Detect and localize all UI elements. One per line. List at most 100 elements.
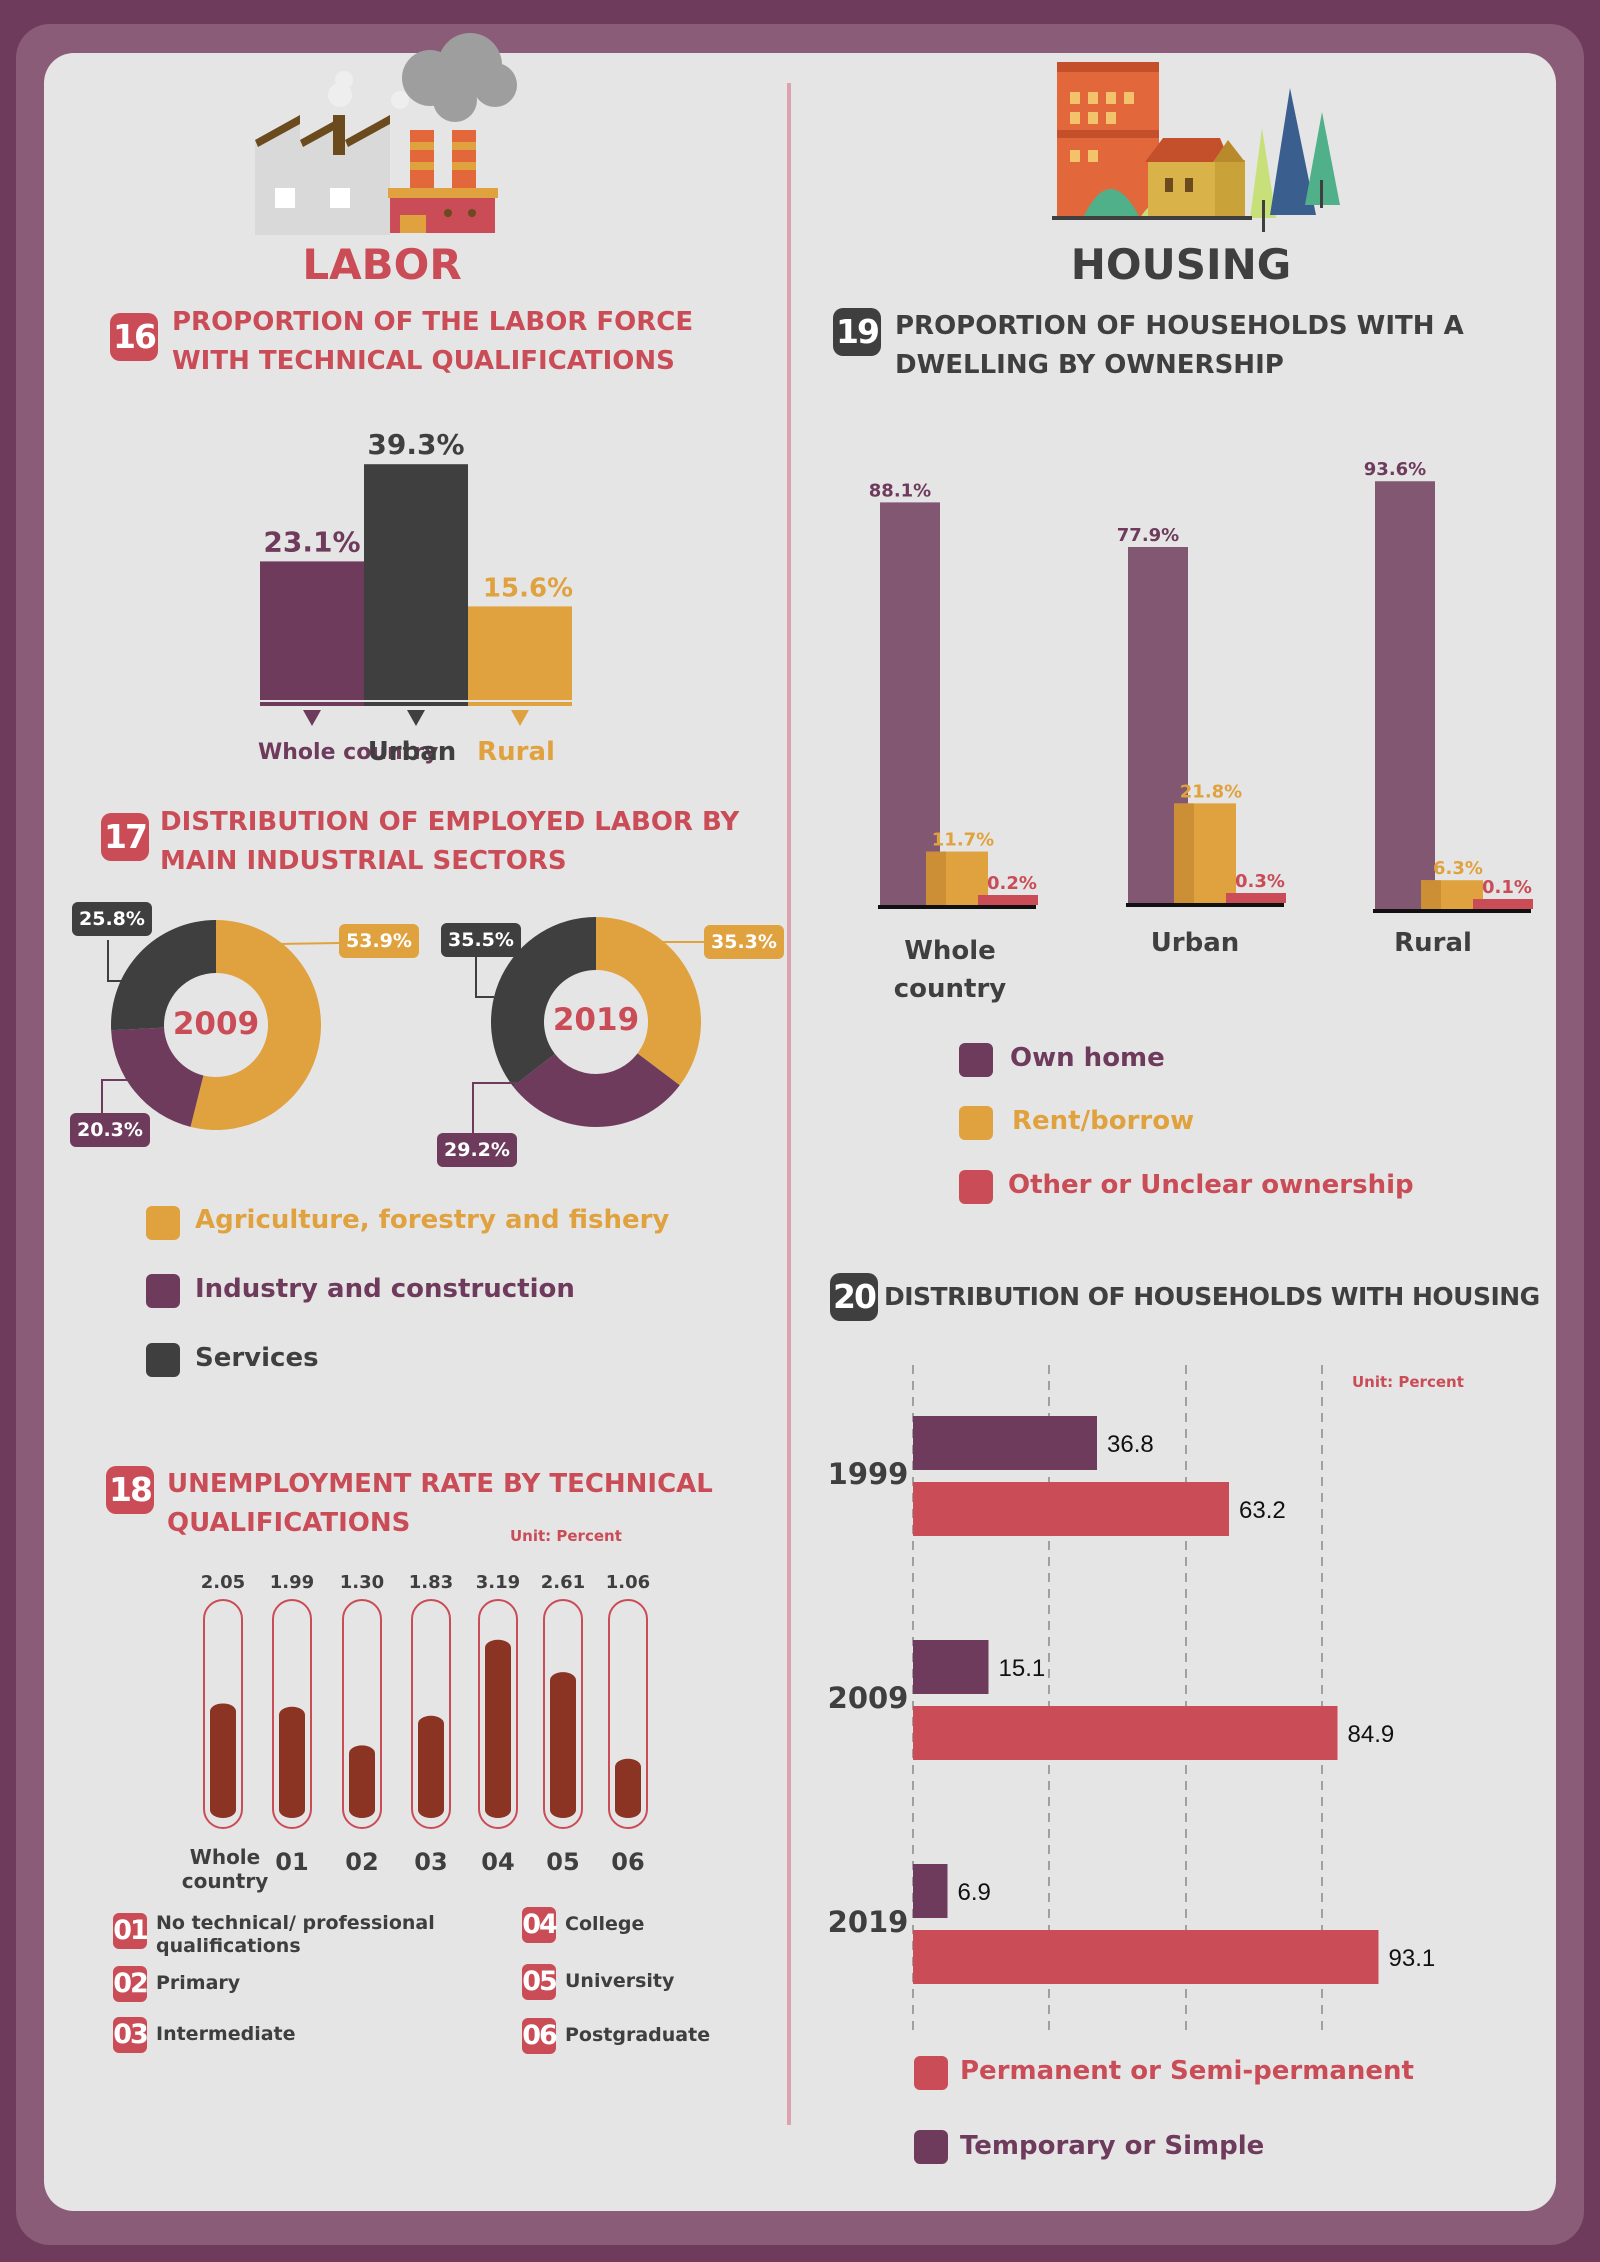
code-badge: 01 [113, 1913, 149, 1949]
tube-outline [478, 1599, 518, 1829]
data-label: 6.3% [1433, 858, 1483, 879]
section-number-badge: 18 [106, 1466, 154, 1514]
bar [364, 464, 468, 700]
section-number-badge: 20 [830, 1273, 878, 1321]
tube-outline [272, 1599, 312, 1829]
data-label: 1.30 [340, 1572, 384, 1593]
bar-shade [1174, 803, 1194, 903]
tube-outline [543, 1599, 583, 1829]
tube-outline [203, 1599, 243, 1829]
section-title-line: QUALIFICATIONS [167, 1508, 411, 1538]
tube-category-label: 02 [345, 1848, 378, 1876]
leader-line [107, 940, 122, 982]
section-number-badge: 16 [110, 313, 158, 361]
pointer-triangle [407, 710, 425, 726]
donut-callout: 35.3% [704, 925, 784, 959]
unit-label: Unit: Percent [1352, 1373, 1464, 1391]
legend-swatch [959, 1170, 993, 1204]
bar-baseline [364, 702, 468, 706]
bar [913, 1640, 989, 1694]
bar [913, 1930, 1379, 1984]
donut-year-2019: 2019 [552, 1002, 640, 1038]
legend-label: Temporary or Simple [960, 2131, 1265, 2161]
legend-label: Rent/borrow [1012, 1106, 1195, 1136]
pointer-triangle [303, 710, 321, 726]
code-legend-text: Postgraduate [565, 2024, 711, 2046]
tube-fill [615, 1758, 641, 1818]
tube-label-whole-country: Whole country [181, 1845, 269, 1893]
data-label: 0.2% [987, 873, 1037, 894]
group-baseline [1126, 903, 1284, 907]
leader-line [215, 942, 341, 946]
tube-category-label: 01 [275, 1848, 308, 1876]
data-label: 3.19 [476, 1572, 520, 1593]
section-number-badge: 17 [101, 813, 149, 861]
code-legend-text: Intermediate [156, 2023, 296, 2045]
category-label-rural: Rural [477, 737, 555, 767]
data-label: 0.3% [1235, 871, 1285, 892]
legend-swatch [959, 1043, 993, 1077]
labor-title: LABOR [302, 240, 462, 289]
code-legend-line: qualifications [156, 1935, 301, 1957]
code-legend-text: No technical/ professional qualifications [156, 1912, 435, 1958]
section-title-line: DWELLING BY OWNERSHIP [895, 350, 1284, 380]
section-16-title: PROPORTION OF THE LABOR FORCE WITH TECHN… [172, 303, 693, 381]
data-label: 77.9% [1117, 525, 1179, 546]
category-label-urban: Urban [367, 737, 457, 767]
data-label: 36.8 [1107, 1431, 1154, 1458]
data-label: 2.61 [541, 1572, 585, 1593]
year-label: 1999 [828, 1457, 909, 1491]
donut-slice [491, 917, 596, 1087]
tube-category-label: 03 [414, 1848, 447, 1876]
bar-baseline [468, 702, 572, 706]
data-label: 11.7% [932, 830, 994, 851]
code-legend-text: Primary [156, 1972, 241, 1994]
legend-swatch [914, 2130, 948, 2164]
data-label: 6.9 [958, 1879, 991, 1906]
bar [913, 1706, 1338, 1760]
legend-label: Agriculture, forestry and fishery [195, 1205, 670, 1235]
section-20-title: DISTRIBUTION OF HOUSEHOLDS WITH HOUSING [884, 1282, 1540, 1311]
bar-baseline [260, 702, 364, 706]
leader-line [472, 1082, 540, 1133]
bar [1226, 893, 1286, 903]
bar [1375, 481, 1435, 909]
section-divider [787, 83, 791, 2125]
group-baseline [1373, 909, 1531, 913]
tube-outline [411, 1599, 451, 1829]
legend-swatch [146, 1206, 180, 1240]
legend-swatch [914, 2056, 948, 2090]
section-17-title: DISTRIBUTION OF EMPLOYED LABOR BY MAIN I… [160, 803, 739, 881]
section-18-title: UNEMPLOYMENT RATE BY TECHNICAL QUALIFICA… [167, 1465, 713, 1543]
bar [913, 1416, 1097, 1470]
code-legend-line: No technical/ professional [156, 1912, 435, 1934]
data-label: 2.05 [201, 1572, 245, 1593]
donut-slice [111, 1027, 204, 1127]
donut-callout: 53.9% [339, 924, 419, 958]
tube-category-label: 06 [611, 1848, 644, 1876]
donut-slice [190, 920, 321, 1130]
year-label: 2019 [828, 1905, 909, 1939]
legend-swatch [146, 1343, 180, 1377]
tube-fill [349, 1745, 375, 1818]
section-19-title: PROPORTION OF HOUSEHOLDS WITH A DWELLING… [895, 307, 1464, 385]
tube-outline [342, 1599, 382, 1829]
legend-label: Services [195, 1343, 319, 1373]
legend-label: Permanent or Semi-permanent [960, 2056, 1414, 2086]
section-title-line: WITH TECHNICAL QUALIFICATIONS [172, 346, 675, 376]
data-label: 1.06 [606, 1572, 650, 1593]
data-label: 1.99 [270, 1572, 314, 1593]
tube-fill [279, 1706, 305, 1818]
bar [468, 606, 572, 700]
section-title-line: MAIN INDUSTRIAL SECTORS [160, 846, 567, 876]
donut-callout: 35.5% [441, 923, 521, 957]
tube-fill [210, 1703, 236, 1818]
tube-category-label: 05 [546, 1848, 579, 1876]
code-badge: 06 [522, 2018, 558, 2054]
donut-callout: 20.3% [70, 1113, 150, 1147]
group-label-whole-country: Whole country [893, 936, 1007, 1004]
tube-outline [608, 1599, 648, 1829]
code-legend-text: College [565, 1913, 645, 1935]
